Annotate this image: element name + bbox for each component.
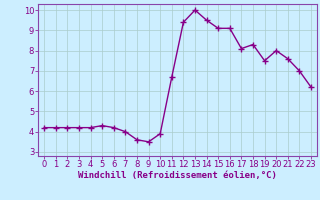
X-axis label: Windchill (Refroidissement éolien,°C): Windchill (Refroidissement éolien,°C) [78,171,277,180]
